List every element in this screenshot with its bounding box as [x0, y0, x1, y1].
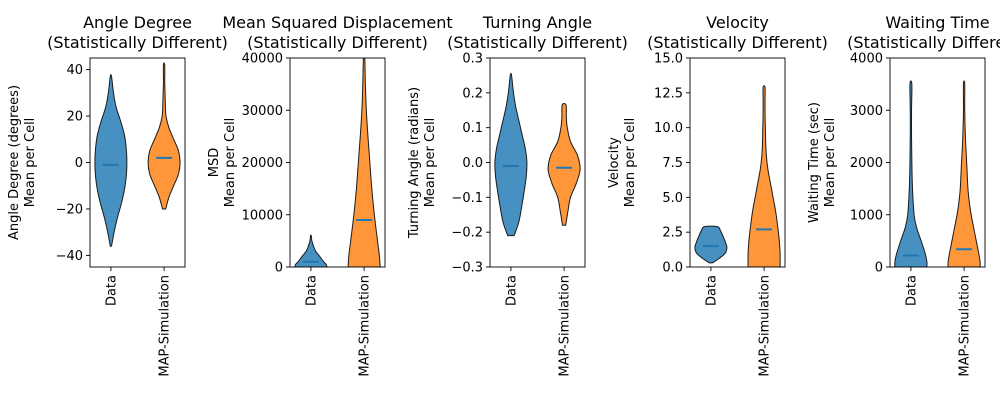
y-tick-label: −0.2: [451, 226, 483, 241]
y-tick-label: 40: [66, 63, 83, 78]
chart-title-line-1: Turning Angle: [482, 13, 592, 32]
violin-data: [694, 225, 728, 264]
violin-map-simulation: [347, 58, 381, 267]
y-tick-label: 5.0: [662, 191, 683, 206]
x-tick-label: Data: [504, 275, 519, 306]
chart-title-line-2: (Statistically Different): [447, 33, 628, 52]
y-tick-label: 40000: [242, 52, 283, 67]
x-tick-label: Data: [704, 275, 719, 306]
y-tick-label: 20000: [242, 156, 283, 171]
violin-data: [894, 80, 928, 267]
chart-title-line-2: (Statistically Different): [47, 33, 228, 52]
violin-map-simulation: [947, 80, 981, 267]
x-tick-label: MAP-Simulation: [958, 275, 973, 377]
x-tick-label: MAP-Simulation: [358, 275, 373, 377]
y-tick-label: 20: [66, 110, 83, 125]
y-tick-label: 10000: [242, 208, 283, 223]
x-tick-label: Data: [104, 275, 119, 306]
y-tick-label: 0.1: [462, 121, 483, 136]
y-axis-label-line-1: Waiting Time (sec): [807, 102, 822, 223]
y-tick-label: −40: [56, 249, 83, 264]
y-axis-label-line-2: Mean per Cell: [23, 118, 38, 208]
y-tick-label: 4000: [850, 52, 883, 67]
x-tick-label: MAP-Simulation: [758, 275, 773, 377]
chart-title-line-1: Mean Squared Displacement: [222, 13, 452, 32]
y-axis-label-line-2: Mean per Cell: [223, 118, 238, 208]
y-tick-label: −0.3: [451, 261, 483, 276]
chart-panel-4: 0.0 2.5 5.0 7.5 10.0 12.5 15.0 Data MAP-Simulati…: [607, 13, 828, 377]
violin-data: [94, 74, 128, 247]
y-tick-label: 0.2: [462, 86, 483, 101]
x-tick-label: Data: [304, 275, 319, 306]
x-tick-label: MAP-Simulation: [558, 275, 573, 377]
chart-title-line-1: Waiting Time: [885, 13, 989, 32]
y-axis-label-line-2: Mean per Cell: [623, 118, 638, 208]
y-tick-label: −0.1: [451, 191, 483, 206]
y-axis-label-line-2: Mean per Cell: [423, 118, 438, 208]
chart-panel-5: 0 1000 2000 3000 4000 Data MAP-Simulation Waiti…: [807, 13, 1000, 377]
y-tick-label: 0.0: [662, 261, 683, 276]
y-tick-label: −20: [56, 202, 83, 217]
x-tick-label: MAP-Simulation: [158, 275, 173, 377]
violin-map-simulation: [547, 103, 581, 226]
violin-data: [294, 234, 328, 267]
y-tick-label: 2.5: [662, 226, 683, 241]
chart-title-line-2: (Statistically Different): [647, 33, 828, 52]
chart-title-line-2: (Statistically Different): [847, 33, 1000, 52]
chart-panel-2: 0 10000 20000 30000 40000 Data MAP-Simulation M…: [207, 13, 453, 377]
chart-panel-1: −40 −20 0 20 40 Data MAP-Simulation Angle Degre…: [7, 13, 228, 377]
chart-title-line-2: (Statistically Different): [247, 33, 428, 52]
chart-title-line-1: Angle Degree: [83, 13, 192, 32]
y-axis-label-line-2: Mean per Cell: [823, 118, 838, 208]
y-tick-label: 7.5: [662, 156, 683, 171]
y-tick-label: 2000: [850, 156, 883, 171]
violin-map-simulation: [147, 62, 181, 210]
y-tick-label: 1000: [850, 208, 883, 223]
y-axis-label-line-1: Turning Angle (radians): [407, 87, 422, 239]
y-axis-label-line-1: Angle Degree (degrees): [7, 85, 22, 240]
y-tick-label: 10.0: [654, 121, 683, 136]
y-axis-label-line-1: Velocity: [607, 137, 622, 188]
y-tick-label: 0: [75, 156, 83, 171]
y-tick-label: 0.3: [462, 52, 483, 67]
y-tick-label: 15.0: [654, 52, 683, 67]
chart-panel-3: −0.3 −0.2 −0.1 0.0 0.1 0.2 0.3 Data MAP-Simulati…: [407, 13, 628, 377]
y-tick-label: 0: [875, 261, 883, 276]
chart-title-line-1: Velocity: [706, 13, 769, 32]
x-tick-label: Data: [904, 275, 919, 306]
y-tick-label: 12.5: [654, 86, 683, 101]
y-tick-label: 0: [275, 261, 283, 276]
y-tick-label: 0.0: [462, 156, 483, 171]
violin-map-simulation: [747, 85, 781, 267]
y-tick-label: 30000: [242, 104, 283, 119]
y-axis-label-line-1: MSD: [207, 148, 222, 177]
violin-data: [494, 72, 528, 237]
y-tick-label: 3000: [850, 104, 883, 119]
